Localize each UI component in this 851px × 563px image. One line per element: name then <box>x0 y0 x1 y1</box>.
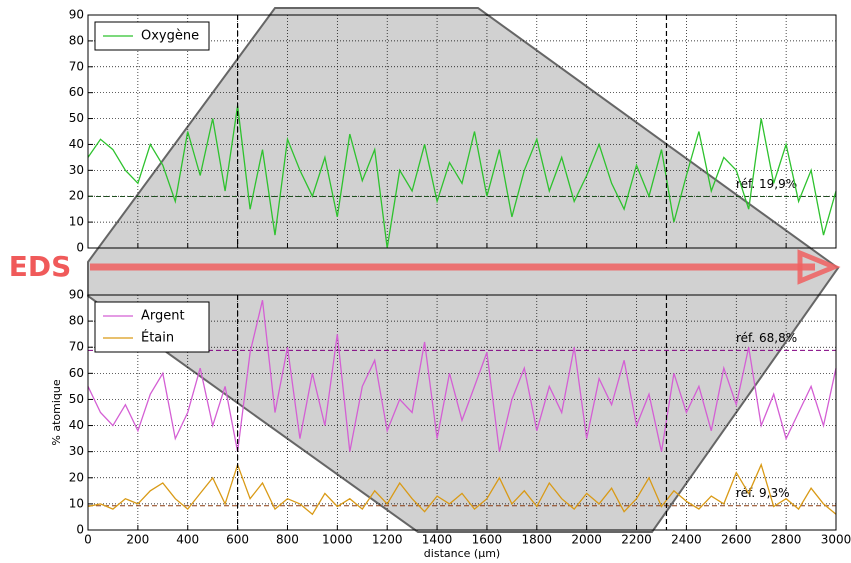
y-tick-label: 70 <box>69 59 84 73</box>
x-tick-label: 2600 <box>721 533 752 547</box>
y-tick-label: 30 <box>69 444 84 458</box>
y-tick-label: 60 <box>69 366 84 380</box>
y-tick-label: 30 <box>69 163 84 177</box>
y-tick-label: 50 <box>69 392 84 406</box>
x-tick-label: 1200 <box>372 533 403 547</box>
y-tick-label: 20 <box>69 189 84 203</box>
x-tick-label: 800 <box>276 533 299 547</box>
y-tick-label: 50 <box>69 111 84 125</box>
y-tick-label: 80 <box>69 33 84 47</box>
reference-label: réf. 68,8% <box>736 331 797 345</box>
legend-box <box>94 301 210 353</box>
x-tick-label: 400 <box>176 533 199 547</box>
y-tick-label: 0 <box>76 523 84 537</box>
x-tick-label: 2000 <box>571 533 602 547</box>
x-tick-label: 200 <box>126 533 149 547</box>
y-axis-label: % atomique <box>50 379 63 445</box>
x-tick-label: 1600 <box>472 533 503 547</box>
y-tick-label: 90 <box>69 8 84 22</box>
legend-label: Étain <box>141 330 174 346</box>
overlay-label: EDS <box>9 250 72 283</box>
y-tick-label: 40 <box>69 137 84 151</box>
x-tick-label: 0 <box>84 533 92 547</box>
y-tick-label: 70 <box>69 340 84 354</box>
y-tick-label: 10 <box>69 496 84 510</box>
plot-frame <box>87 14 837 249</box>
x-tick-label: 2800 <box>771 533 802 547</box>
legend-label: Argent <box>141 309 185 324</box>
data-line <box>87 300 837 452</box>
y-tick-label: 10 <box>69 215 84 229</box>
x-tick-label: 1000 <box>322 533 353 547</box>
data-line <box>87 462 837 516</box>
plot-frame <box>87 294 837 531</box>
legend-box <box>94 21 210 51</box>
y-tick-label: 60 <box>69 85 84 99</box>
y-tick-label: 90 <box>69 288 84 302</box>
x-tick-label: 1400 <box>422 533 453 547</box>
y-tick-label: 20 <box>69 470 84 484</box>
x-tick-label: 3000 <box>821 533 851 547</box>
x-tick-label: 2200 <box>621 533 652 547</box>
x-axis-label: distance (µm) <box>424 547 500 560</box>
x-tick-label: 600 <box>226 533 249 547</box>
y-tick-label: 80 <box>69 314 84 328</box>
reference-label: réf. 9,3% <box>736 486 790 500</box>
y-tick-label: 40 <box>69 418 84 432</box>
legend-label: Oxygène <box>141 29 199 44</box>
scan-arrowhead <box>797 249 841 285</box>
x-tick-label: 2400 <box>671 533 702 547</box>
y-tick-label: 0 <box>76 241 84 255</box>
data-line <box>87 105 837 249</box>
x-tick-label: 1800 <box>522 533 553 547</box>
reference-label: réf. 19,9% <box>736 177 797 191</box>
